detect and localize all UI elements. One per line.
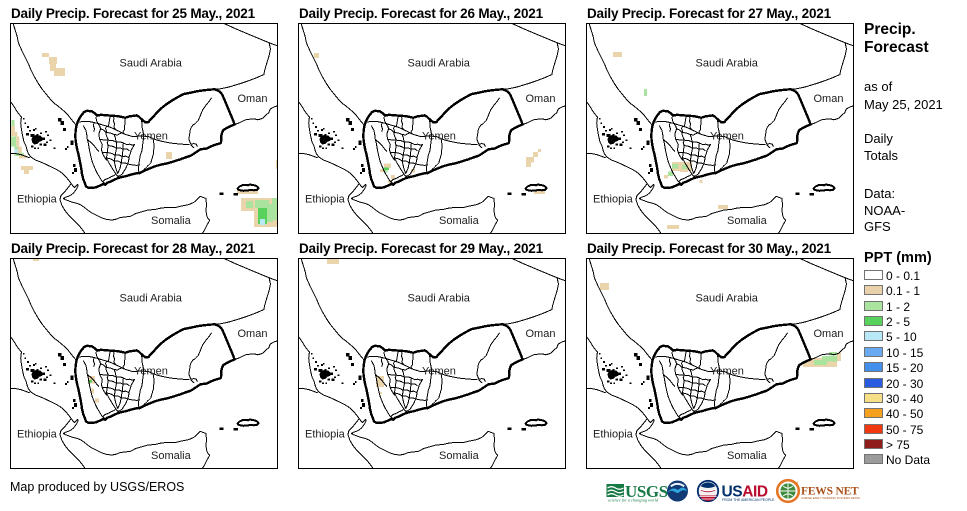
svg-text:USAID: USAID	[722, 484, 768, 501]
svg-text:science for a changing world: science for a changing world	[608, 498, 659, 503]
svg-text:FAMINE EARLY WARNING SYSTEMS N: FAMINE EARLY WARNING SYSTEMS NETWORK	[802, 496, 861, 500]
svg-text:FEWS NET: FEWS NET	[801, 486, 859, 498]
svg-text:USGS: USGS	[625, 482, 668, 501]
svg-text:FROM THE AMERICAN PEOPLE: FROM THE AMERICAN PEOPLE	[722, 498, 775, 502]
